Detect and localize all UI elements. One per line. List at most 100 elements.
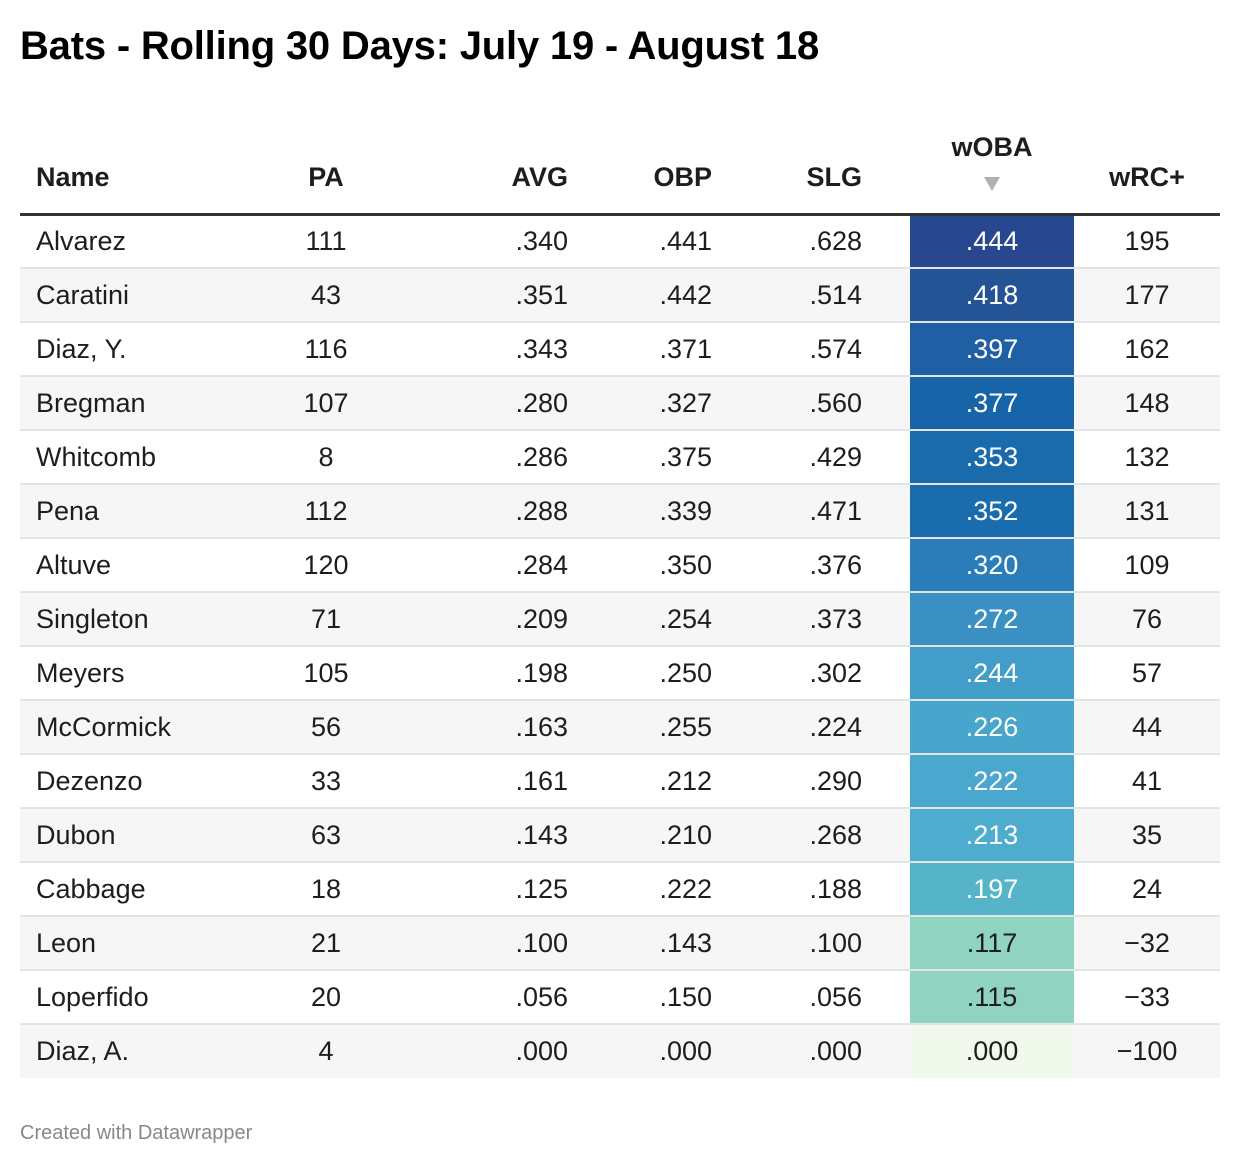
cell-pa: 105 xyxy=(220,646,440,701)
cell-slg: .376 xyxy=(750,538,910,593)
cell-obp: .255 xyxy=(590,700,750,755)
cell-wrc: 177 xyxy=(1074,268,1220,323)
column-header-woba[interactable]: wOBA xyxy=(910,116,1074,216)
column-header-slg[interactable]: SLG xyxy=(750,116,910,216)
cell-wrc: 44 xyxy=(1074,700,1220,755)
cell-name: Whitcomb xyxy=(20,430,220,485)
cell-wrc: 41 xyxy=(1074,754,1220,809)
chart-title: Bats - Rolling 30 Days: July 19 - August… xyxy=(20,24,820,68)
cell-avg: .286 xyxy=(440,430,590,485)
cell-slg: .429 xyxy=(750,430,910,485)
cell-pa: 4 xyxy=(220,1024,440,1078)
cell-name: Diaz, A. xyxy=(20,1024,220,1078)
datawrapper-credit[interactable]: Created with Datawrapper xyxy=(20,1122,253,1144)
table-row: Dezenzo 33.161.212.290.222 41 xyxy=(20,754,1220,809)
column-header-obp[interactable]: OBP xyxy=(590,116,750,216)
cell-wrc: 195 xyxy=(1074,214,1220,269)
cell-avg: .163 xyxy=(440,700,590,755)
cell-woba: .397 xyxy=(910,322,1074,377)
cell-wrc: 162 xyxy=(1074,322,1220,377)
cell-avg: .209 xyxy=(440,592,590,647)
cell-woba: .353 xyxy=(910,430,1074,485)
column-header-woba-label: wOBA xyxy=(951,131,1033,162)
table-row: Loperfido 20.056.150.056.115 −33 xyxy=(20,970,1220,1025)
cell-obp: .442 xyxy=(590,268,750,323)
cell-slg: .471 xyxy=(750,484,910,539)
table-row: Singleton 71.209.254.373.272 76 xyxy=(20,592,1220,647)
cell-avg: .198 xyxy=(440,646,590,701)
cell-name: Loperfido xyxy=(20,970,220,1025)
cell-obp: .350 xyxy=(590,538,750,593)
cell-name: Singleton xyxy=(20,592,220,647)
column-header-pa[interactable]: PA xyxy=(220,116,440,216)
cell-woba: .000 xyxy=(910,1024,1074,1078)
cell-wrc: 76 xyxy=(1074,592,1220,647)
cell-pa: 71 xyxy=(220,592,440,647)
cell-name: Bregman xyxy=(20,376,220,431)
cell-avg: .343 xyxy=(440,322,590,377)
column-header-avg[interactable]: AVG xyxy=(440,116,590,216)
cell-wrc: −100 xyxy=(1074,1024,1220,1078)
cell-slg: .188 xyxy=(750,862,910,917)
cell-obp: .000 xyxy=(590,1024,750,1078)
cell-wrc: 57 xyxy=(1074,646,1220,701)
cell-wrc: 35 xyxy=(1074,808,1220,863)
table-row: Alvarez 111.340.441.628.444 195 xyxy=(20,214,1220,269)
cell-woba: .197 xyxy=(910,862,1074,917)
cell-name: Dubon xyxy=(20,808,220,863)
cell-avg: .284 xyxy=(440,538,590,593)
cell-avg: .125 xyxy=(440,862,590,917)
cell-woba: .115 xyxy=(910,970,1074,1025)
triangle-down-icon xyxy=(984,176,1000,191)
cell-name: Alvarez xyxy=(20,214,220,269)
cell-slg: .302 xyxy=(750,646,910,701)
column-header-name[interactable]: Name xyxy=(20,116,220,216)
table-row: Diaz, A. 4.000.000.000.000 −100 xyxy=(20,1024,1220,1078)
cell-name: Diaz, Y. xyxy=(20,322,220,377)
table-row: Caratini 43.351.442.514.418 177 xyxy=(20,268,1220,323)
cell-avg: .143 xyxy=(440,808,590,863)
cell-woba: .377 xyxy=(910,376,1074,431)
table-row: Leon 21.100.143.100.117 −32 xyxy=(20,916,1220,971)
cell-avg: .161 xyxy=(440,754,590,809)
cell-pa: 8 xyxy=(220,430,440,485)
cell-slg: .224 xyxy=(750,700,910,755)
cell-obp: .371 xyxy=(590,322,750,377)
cell-avg: .280 xyxy=(440,376,590,431)
cell-wrc: 109 xyxy=(1074,538,1220,593)
column-header-wrc[interactable]: wRC+ xyxy=(1074,116,1220,216)
cell-obp: .339 xyxy=(590,484,750,539)
table-row: Dubon 63.143.210.268.213 35 xyxy=(20,808,1220,863)
cell-woba: .222 xyxy=(910,754,1074,809)
cell-pa: 56 xyxy=(220,700,440,755)
cell-woba: .272 xyxy=(910,592,1074,647)
cell-name: Altuve xyxy=(20,538,220,593)
cell-slg: .000 xyxy=(750,1024,910,1078)
cell-slg: .560 xyxy=(750,376,910,431)
cell-obp: .250 xyxy=(590,646,750,701)
cell-woba: .226 xyxy=(910,700,1074,755)
cell-obp: .327 xyxy=(590,376,750,431)
cell-obp: .441 xyxy=(590,214,750,269)
stats-table: Name PA AVG OBP SLG wOBA wRC+ Alvarez 111… xyxy=(20,116,1220,1078)
table-row: Cabbage 18.125.222.188.197 24 xyxy=(20,862,1220,917)
cell-woba: .213 xyxy=(910,808,1074,863)
header-row: Name PA AVG OBP SLG wOBA wRC+ xyxy=(20,116,1220,216)
cell-name: McCormick xyxy=(20,700,220,755)
cell-obp: .150 xyxy=(590,970,750,1025)
table-row: Whitcomb 8.286.375.429.353 132 xyxy=(20,430,1220,485)
cell-name: Dezenzo xyxy=(20,754,220,809)
cell-name: Leon xyxy=(20,916,220,971)
cell-avg: .351 xyxy=(440,268,590,323)
cell-woba: .444 xyxy=(910,214,1074,269)
cell-pa: 112 xyxy=(220,484,440,539)
cell-obp: .222 xyxy=(590,862,750,917)
cell-avg: .288 xyxy=(440,484,590,539)
cell-slg: .514 xyxy=(750,268,910,323)
cell-slg: .290 xyxy=(750,754,910,809)
cell-woba: .418 xyxy=(910,268,1074,323)
cell-obp: .212 xyxy=(590,754,750,809)
cell-slg: .574 xyxy=(750,322,910,377)
cell-pa: 43 xyxy=(220,268,440,323)
cell-obp: .143 xyxy=(590,916,750,971)
